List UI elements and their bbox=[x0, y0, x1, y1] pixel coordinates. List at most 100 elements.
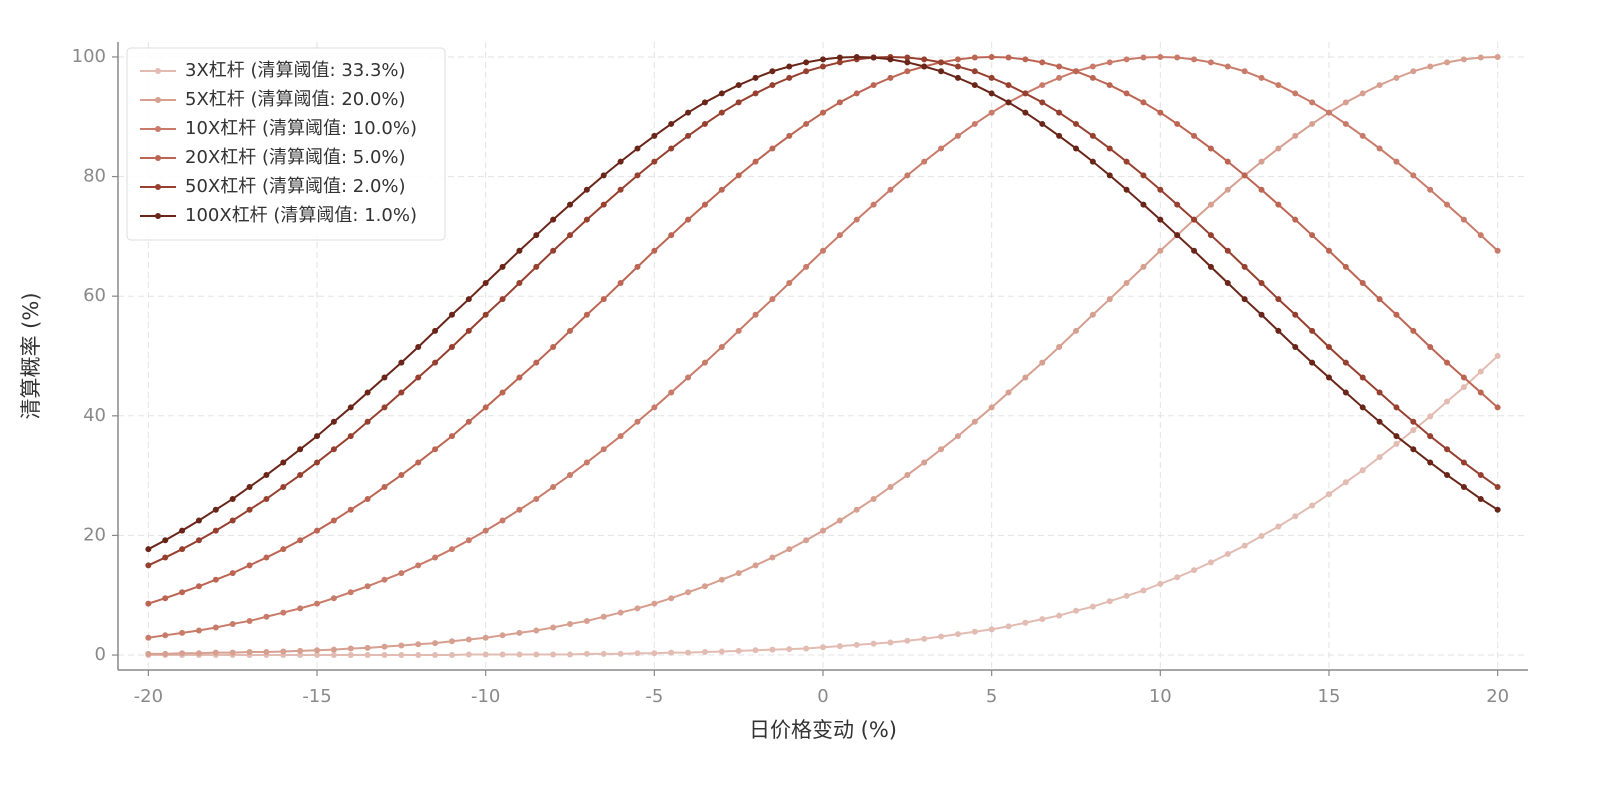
data-point bbox=[1157, 109, 1164, 116]
data-point bbox=[634, 263, 641, 270]
data-point bbox=[162, 632, 169, 639]
data-point bbox=[1072, 145, 1079, 152]
data-point bbox=[1191, 247, 1198, 254]
data-point bbox=[1207, 145, 1214, 152]
data-point bbox=[1157, 216, 1164, 223]
data-point bbox=[229, 620, 236, 627]
data-point bbox=[314, 647, 321, 654]
data-point bbox=[769, 554, 776, 561]
data-point bbox=[1494, 483, 1501, 490]
x-tick-label: 0 bbox=[817, 686, 828, 707]
data-point bbox=[1224, 247, 1231, 254]
data-point bbox=[415, 374, 422, 381]
data-point bbox=[1376, 389, 1383, 396]
data-point bbox=[938, 633, 945, 640]
data-point bbox=[1309, 502, 1316, 509]
data-point bbox=[364, 418, 371, 425]
data-point bbox=[280, 546, 287, 553]
data-point bbox=[1056, 344, 1063, 351]
x-tick-label: -15 bbox=[302, 686, 331, 707]
data-point bbox=[1140, 99, 1147, 106]
data-point bbox=[668, 649, 675, 656]
data-point bbox=[567, 201, 574, 208]
data-point bbox=[1309, 99, 1316, 106]
data-point bbox=[1005, 82, 1012, 89]
data-point bbox=[516, 506, 523, 513]
data-point bbox=[330, 646, 337, 653]
data-point bbox=[550, 651, 557, 658]
data-point bbox=[668, 145, 675, 152]
data-point bbox=[1410, 172, 1417, 179]
data-point bbox=[179, 650, 186, 657]
data-point bbox=[668, 232, 675, 239]
data-point bbox=[1275, 523, 1282, 530]
data-point bbox=[1477, 389, 1484, 396]
data-point bbox=[516, 280, 523, 287]
data-point bbox=[1309, 359, 1316, 366]
data-point bbox=[381, 374, 388, 381]
data-point bbox=[820, 644, 826, 651]
data-point bbox=[904, 59, 911, 66]
data-point bbox=[1376, 296, 1383, 303]
data-point bbox=[1444, 359, 1451, 366]
y-tick-label: 100 bbox=[72, 46, 106, 67]
data-point bbox=[550, 483, 557, 490]
data-point bbox=[1140, 587, 1147, 594]
data-point bbox=[971, 68, 978, 75]
data-point bbox=[1342, 359, 1349, 366]
data-point bbox=[1072, 327, 1079, 334]
data-point bbox=[212, 649, 219, 656]
data-point bbox=[938, 68, 945, 75]
data-point bbox=[1309, 120, 1316, 127]
data-point bbox=[1460, 56, 1467, 63]
data-point bbox=[1022, 109, 1029, 116]
data-point bbox=[836, 517, 843, 524]
data-point bbox=[921, 158, 928, 165]
data-point bbox=[685, 132, 692, 139]
data-point bbox=[145, 650, 152, 657]
x-tick-label: 5 bbox=[986, 686, 997, 707]
data-point bbox=[1123, 186, 1130, 193]
data-point bbox=[347, 652, 354, 659]
data-point bbox=[280, 609, 287, 616]
data-point bbox=[1460, 483, 1467, 490]
data-point bbox=[330, 595, 337, 602]
data-point bbox=[988, 74, 995, 81]
data-point bbox=[1039, 82, 1046, 89]
data-point bbox=[465, 651, 472, 658]
data-point bbox=[398, 359, 405, 366]
data-point bbox=[1292, 513, 1299, 520]
x-tick-label: 10 bbox=[1149, 686, 1172, 707]
legend-marker bbox=[155, 184, 161, 190]
data-point bbox=[1123, 90, 1130, 97]
data-point bbox=[1005, 623, 1012, 630]
data-point bbox=[600, 296, 607, 303]
data-point bbox=[1157, 247, 1164, 254]
data-point bbox=[1325, 247, 1332, 254]
data-point bbox=[1494, 353, 1501, 359]
data-point bbox=[1089, 63, 1096, 70]
data-point bbox=[1089, 158, 1096, 165]
data-point bbox=[533, 263, 540, 270]
data-point bbox=[1410, 327, 1417, 334]
data-point bbox=[1207, 232, 1214, 239]
data-point bbox=[1191, 56, 1198, 63]
data-point bbox=[853, 641, 860, 648]
legend-label: 50X杠杆 (清算阈值: 2.0%) bbox=[185, 176, 406, 197]
data-point bbox=[195, 627, 202, 634]
data-point bbox=[347, 506, 354, 513]
legend-label: 100X杠杆 (清算阈值: 1.0%) bbox=[185, 205, 417, 226]
data-point bbox=[1241, 263, 1248, 270]
data-point bbox=[1427, 344, 1434, 351]
data-point bbox=[364, 389, 371, 396]
data-point bbox=[432, 652, 439, 659]
data-point bbox=[1157, 580, 1164, 587]
data-point bbox=[820, 247, 826, 254]
legend-marker bbox=[155, 213, 161, 219]
data-point bbox=[853, 506, 860, 513]
data-point bbox=[1123, 592, 1130, 599]
data-point bbox=[263, 554, 270, 561]
data-point bbox=[448, 652, 455, 659]
data-point bbox=[195, 583, 202, 590]
data-point bbox=[701, 99, 708, 106]
